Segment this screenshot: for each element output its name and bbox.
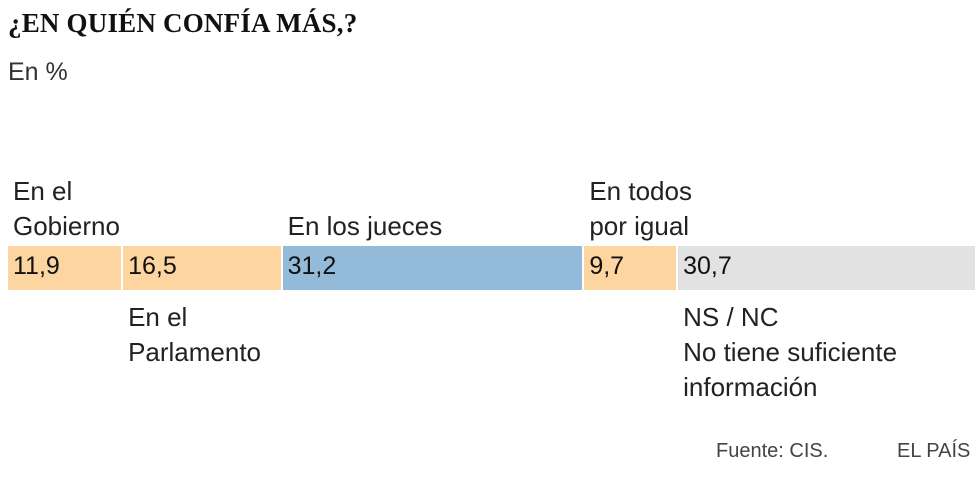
category-label-5: NS / NC No tiene suficiente información — [683, 302, 898, 402]
bar-segment-1 — [8, 246, 122, 290]
brand-label: EL PAÍS — [897, 440, 971, 462]
value-label-2: 16,5 — [128, 252, 177, 280]
category-label-3: En los jueces — [287, 211, 443, 241]
bar-segment-3 — [282, 246, 583, 290]
stacked-bar: 11,9 16,5 31,2 9,7 30,7 — [8, 246, 975, 290]
source-note: Fuente: CIS. — [716, 440, 829, 462]
value-label-1: 11,9 — [13, 252, 60, 280]
bar-segment-2 — [123, 246, 281, 290]
bar-segment-4 — [584, 246, 677, 290]
category-label-4: En todos por igual — [589, 176, 692, 241]
value-label-3: 31,2 — [287, 252, 337, 280]
value-label-5: 30,7 — [683, 252, 732, 280]
value-label-4: 9,7 — [589, 252, 625, 280]
category-label-2: En el Parlamento — [128, 302, 262, 367]
category-label-1: En el Gobierno — [13, 176, 120, 241]
bar-segment-5 — [678, 246, 975, 290]
chart-subtitle: En % — [8, 58, 68, 86]
chart-title: ¿EN QUIÉN CONFÍA MÁS,? — [8, 8, 358, 38]
